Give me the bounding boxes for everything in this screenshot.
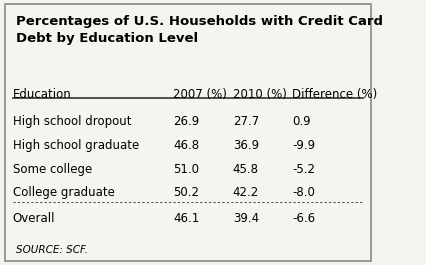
Text: 2010 (%): 2010 (%) — [233, 88, 287, 101]
Text: Difference (%): Difference (%) — [293, 88, 378, 101]
Text: 36.9: 36.9 — [233, 139, 259, 152]
Text: -8.0: -8.0 — [293, 186, 315, 199]
Text: 42.2: 42.2 — [233, 186, 259, 199]
FancyBboxPatch shape — [5, 4, 371, 261]
Text: High school dropout: High school dropout — [13, 116, 131, 129]
Text: Overall: Overall — [13, 213, 55, 226]
Text: 27.7: 27.7 — [233, 116, 259, 129]
Text: 46.1: 46.1 — [173, 213, 199, 226]
Text: 46.8: 46.8 — [173, 139, 199, 152]
Text: 2007 (%): 2007 (%) — [173, 88, 227, 101]
Text: Education: Education — [13, 88, 71, 101]
Text: College graduate: College graduate — [13, 186, 115, 199]
Text: Percentages of U.S. Households with Credit Card
Debt by Education Level: Percentages of U.S. Households with Cred… — [16, 15, 383, 45]
Text: 0.9: 0.9 — [293, 116, 311, 129]
Text: 26.9: 26.9 — [173, 116, 199, 129]
Text: 39.4: 39.4 — [233, 213, 259, 226]
Text: 51.0: 51.0 — [173, 163, 199, 176]
Text: High school graduate: High school graduate — [13, 139, 139, 152]
Text: -9.9: -9.9 — [293, 139, 316, 152]
Text: 50.2: 50.2 — [173, 186, 199, 199]
Text: SOURCE: SCF.: SOURCE: SCF. — [16, 245, 88, 255]
Text: -6.6: -6.6 — [293, 213, 316, 226]
Text: Some college: Some college — [13, 163, 92, 176]
Text: -5.2: -5.2 — [293, 163, 316, 176]
Text: 45.8: 45.8 — [233, 163, 259, 176]
